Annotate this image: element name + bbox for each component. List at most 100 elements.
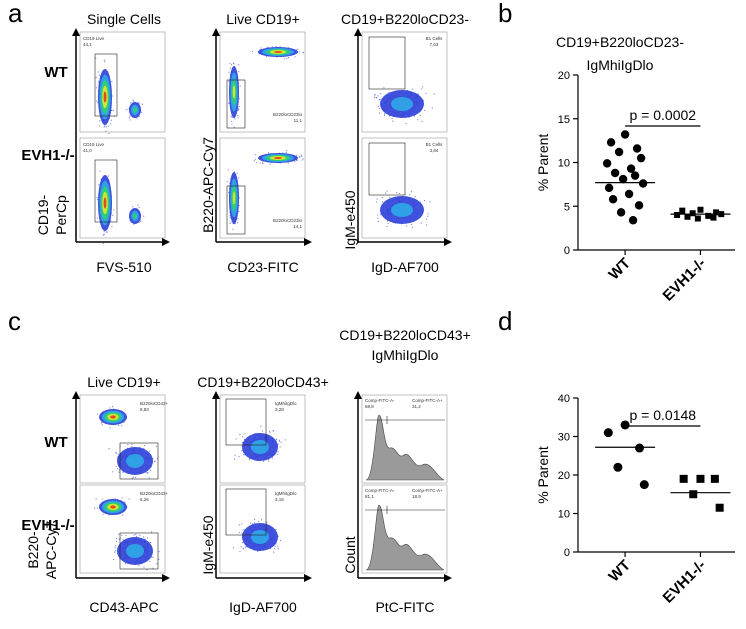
event-dot [279,446,281,448]
event-dot [285,152,287,154]
event-dot [273,548,276,550]
event-dot [380,93,382,95]
event-dot [134,476,137,479]
gate-label: Comp-FITC-A+ [412,398,443,403]
event-dot [271,457,274,459]
event-dot [233,126,235,128]
event-dot [238,524,241,526]
event-dot [422,86,424,88]
event-dot [375,201,378,203]
density-contour [126,544,144,558]
event-dot [234,458,236,460]
event-dot [118,469,120,471]
event-dot [150,531,153,533]
event-dot [266,521,268,523]
event-dot [130,102,132,104]
x-axis-label: FVS-510 [96,259,151,275]
axis-arrow [72,391,80,399]
event-dot [383,114,386,116]
event-dot [236,222,238,224]
data-point [674,212,681,218]
plot-frame [361,31,448,133]
event-dot [129,115,131,117]
event-dot [136,117,138,119]
event-dot [95,76,97,79]
event-dot [103,59,106,61]
flow-plot: Comp-FITC-A-81,1 Comp-FITC-A+18,9 [361,484,448,574]
x-axis-label: IgD-AF700 [371,259,439,275]
gate-value: 3,28 [275,407,284,412]
event-dot [96,217,99,219]
event-dot [94,507,96,509]
gate-label: IgMhiIgDlo [275,401,297,406]
event-dot [421,120,423,122]
axis-arrow [72,28,80,36]
event-dot [250,522,252,524]
data-point [635,443,644,453]
data-point [638,179,648,188]
gate [94,159,118,223]
data-point [624,189,634,199]
event-dot [96,100,98,102]
event-dot [406,225,408,227]
event-dot [280,441,282,443]
event-dot [277,451,279,453]
event-dot [97,71,99,73]
event-dot [302,158,304,160]
event-dot [149,450,151,452]
density-contour [251,530,269,544]
y-axis-label: % Parent [535,446,551,504]
event-dot [255,162,257,164]
event-dot [234,118,236,120]
event-dot [277,443,279,445]
event-dot [392,120,394,122]
event-dot [106,231,108,233]
event-dot [254,154,256,156]
event-dot [377,105,379,107]
event-dot [298,51,300,53]
event-dot [242,529,244,531]
event-dot [131,445,133,448]
event-dot [113,109,115,111]
event-dot [409,194,411,196]
event-dot [132,476,135,478]
event-dot [285,150,288,152]
event-dot [102,242,104,245]
event-dot [99,120,101,122]
gate [368,36,406,90]
event-dot [229,67,231,69]
event-dot [115,545,117,547]
event-dot [266,55,268,58]
event-dot [228,102,230,104]
flow-plot: Comp-FITC-A-68,8 Comp-FITC-A+31,2 [361,394,448,484]
event-dot [142,536,145,538]
gate [226,79,246,129]
event-dot [139,534,141,536]
gate-value: 11,1 [294,118,303,123]
event-dot [383,87,385,89]
event-dot [238,204,240,207]
data-point [684,213,691,220]
event-dot [113,558,115,561]
gate-label: B1 Cells [426,36,444,41]
event-dot [124,562,126,565]
event-dot [241,450,243,452]
gate-label: CD19 Live [83,142,105,147]
chart-title: IgMhiIgDlo [587,57,654,73]
event-dot [146,537,148,539]
event-dot [114,497,116,500]
event-dot [131,443,133,445]
event-dot [121,425,123,427]
event-dot [140,220,142,223]
event-dot [262,162,264,165]
event-dot [133,534,135,536]
event-dot [141,103,143,105]
event-dot [113,209,115,211]
event-dot [377,220,379,223]
event-dot [115,451,117,454]
event-dot [229,62,231,65]
event-dot [138,565,140,567]
event-dot [102,513,104,515]
data-point [694,215,701,222]
